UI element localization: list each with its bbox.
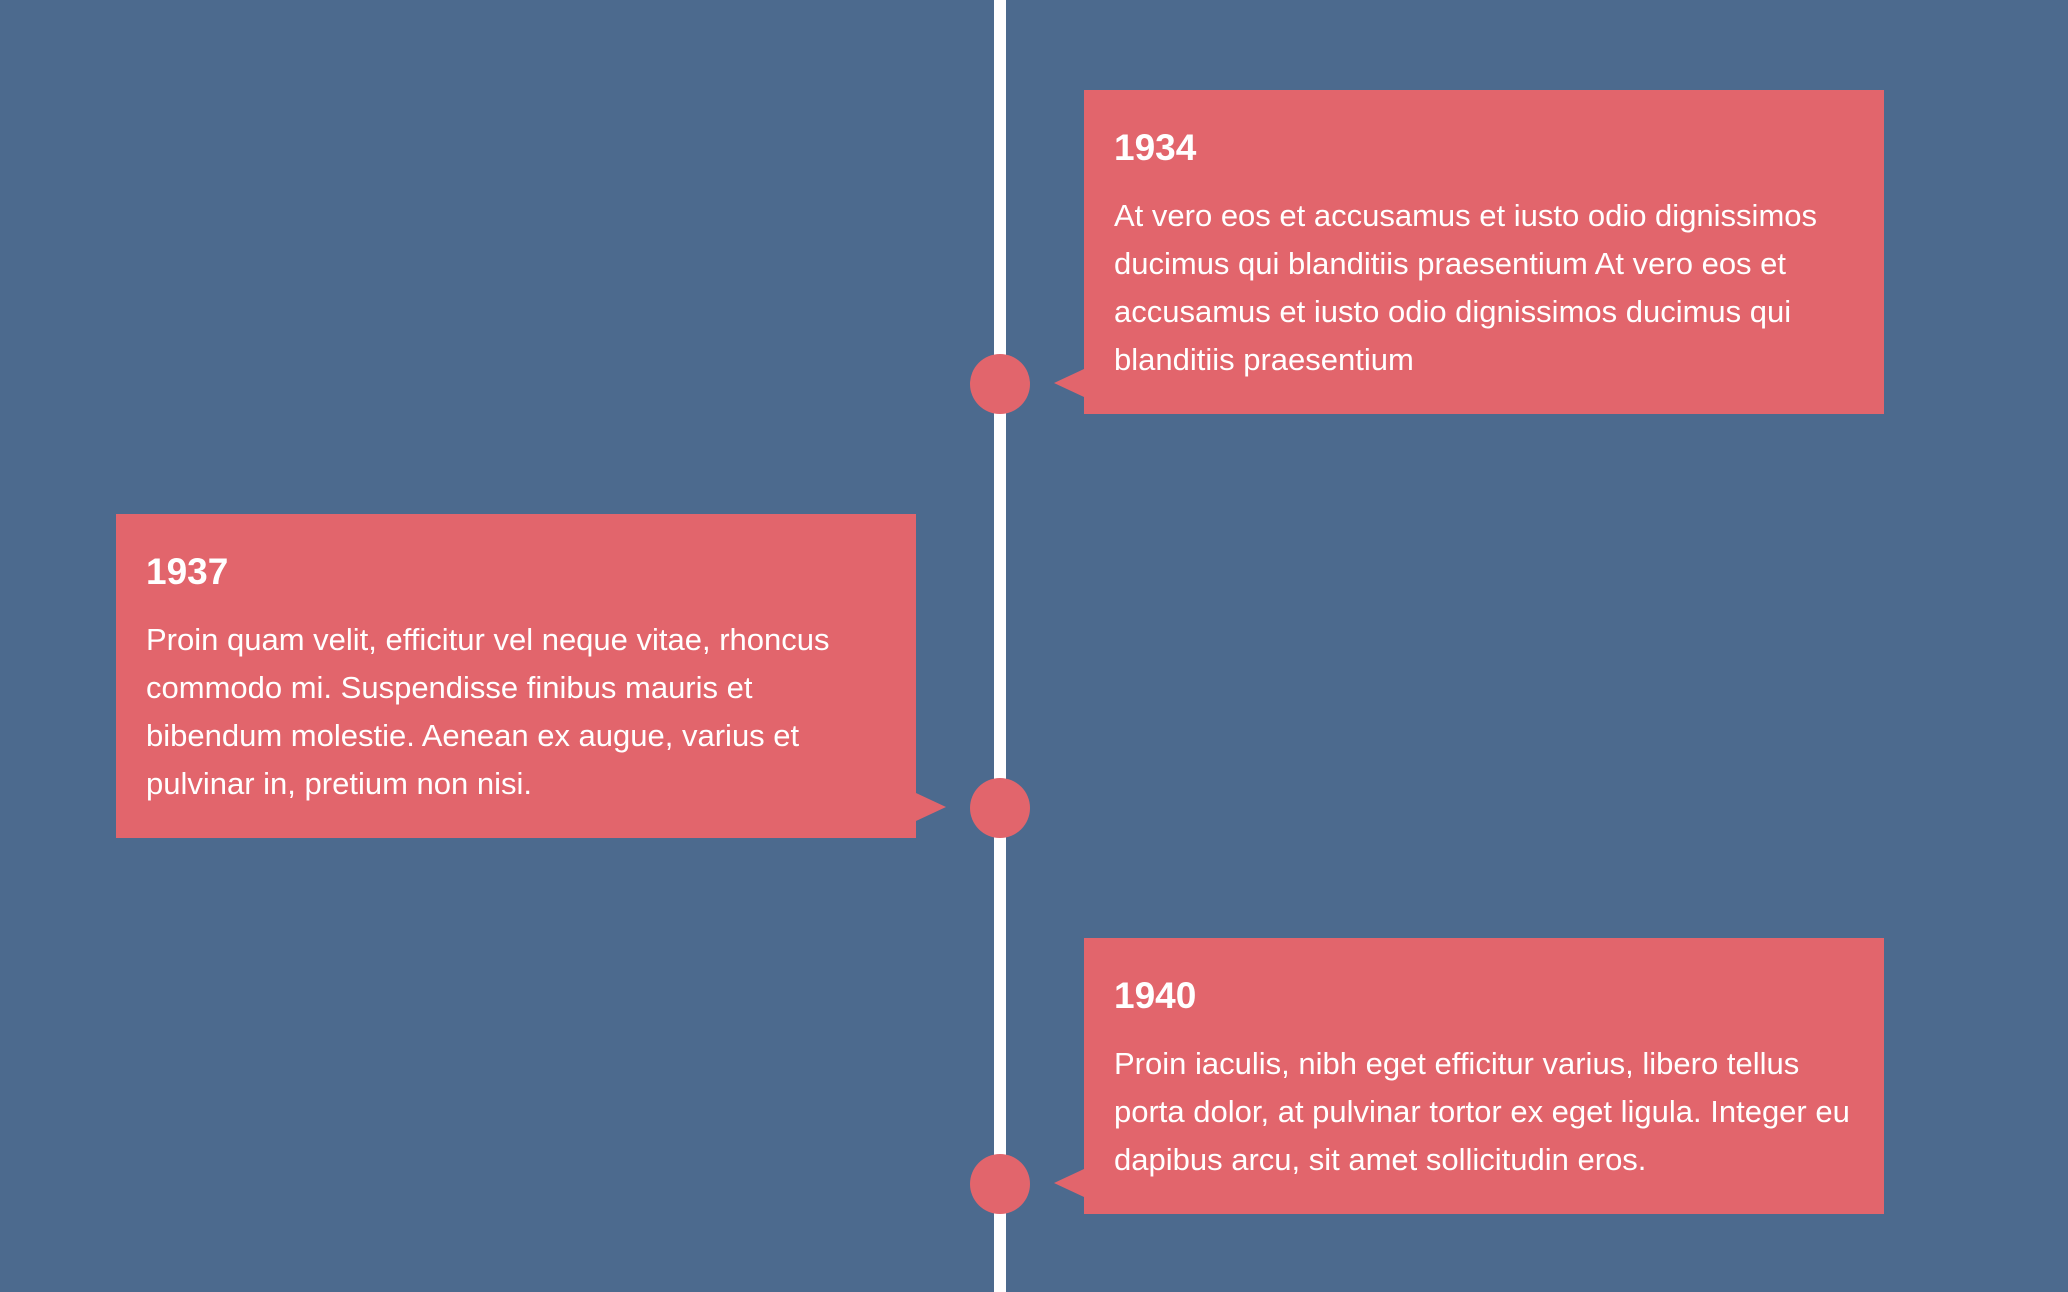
card-pointer	[1054, 369, 1084, 397]
timeline-marker-dot	[970, 778, 1030, 838]
event-year: 1934	[1114, 127, 1197, 168]
event-description: Proin quam velit, efficitur vel neque vi…	[146, 622, 830, 801]
event-year: 1940	[1114, 975, 1197, 1016]
event-description: At vero eos et accusamus et iusto odio d…	[1114, 198, 1818, 377]
timeline-marker-dot	[970, 354, 1030, 414]
timeline-axis-line	[994, 0, 1006, 1292]
timeline-card-1934: 1934 At vero eos et accusamus et iusto o…	[1054, 90, 1884, 414]
event-year: 1937	[146, 551, 229, 592]
event-description: Proin iaculis, nibh eget efficitur variu…	[1114, 1046, 1850, 1177]
timeline-marker-dot	[970, 1154, 1030, 1214]
card-pointer	[1054, 1169, 1084, 1197]
timeline-card-1937: 1937 Proin quam velit, efficitur vel neq…	[116, 514, 946, 838]
timeline-card-1940: 1940 Proin iaculis, nibh eget efficitur …	[1054, 938, 1884, 1214]
card-pointer	[916, 793, 946, 821]
